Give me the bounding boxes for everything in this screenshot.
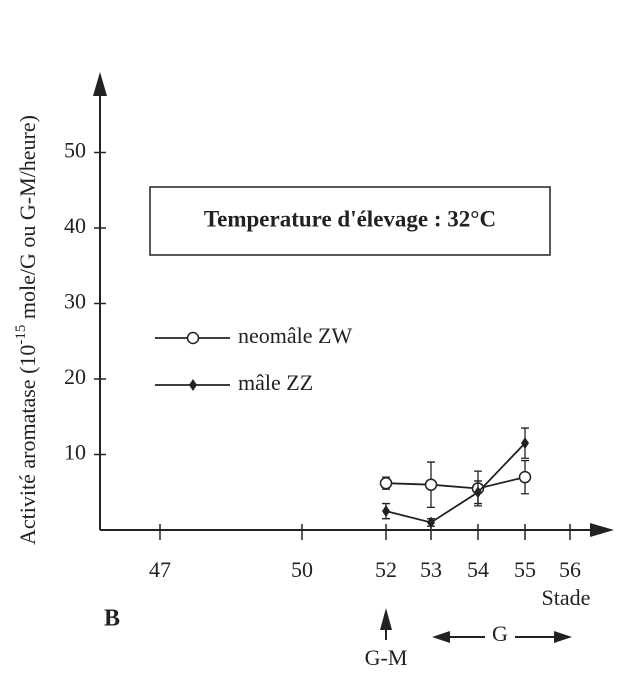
y-tick-label: 10: [64, 440, 86, 465]
data-point: [379, 476, 393, 490]
panel-label: B: [104, 606, 120, 632]
annotation-box: [149, 186, 551, 256]
x-tick-label: 56: [559, 557, 581, 582]
g-arrow-head-left: [432, 631, 450, 643]
data-point: [474, 486, 482, 499]
g-arrow-head-right: [554, 631, 572, 643]
series-line: [385, 476, 526, 490]
y-label: Activité aromatase (10-15 mole/G ou G-M/…: [13, 115, 40, 545]
legend-marker: [189, 379, 197, 391]
data-point: [518, 470, 532, 484]
y-tick-label: 30: [64, 289, 86, 314]
legend-label: neomâle ZW: [238, 323, 352, 348]
gm-arrow-head: [380, 608, 392, 630]
x-tick-label: 54: [467, 557, 489, 582]
annotation: Temperature d'élevage : 32°C: [204, 206, 496, 231]
series-line: [385, 442, 526, 524]
y-tick-label: 20: [64, 364, 86, 389]
data-point: [521, 437, 529, 450]
y-tick-label: 40: [64, 213, 86, 238]
x-tick-label: 55: [514, 557, 536, 582]
x-arrow: [590, 523, 614, 537]
legend-label: mâle ZZ: [238, 370, 313, 395]
y-label-rest: mole/G ou G-M/heure): [15, 115, 40, 325]
g-label: G: [492, 621, 508, 646]
y-tick-label: 50: [64, 138, 86, 163]
x-tick-label: 53: [420, 557, 442, 582]
data-point: [382, 505, 390, 518]
y-arrow: [93, 72, 107, 96]
legend-marker: [186, 331, 200, 345]
x-tick-label: 52: [375, 557, 397, 582]
y-label-sup: -15: [13, 325, 29, 345]
y-label-part: Activité aromatase (10: [15, 345, 40, 545]
x-tick-label: 47: [149, 557, 171, 582]
data-point: [427, 516, 435, 529]
gm-label: G-M: [365, 645, 408, 670]
x-label: Stade: [542, 585, 591, 610]
x-tick-label: 50: [291, 557, 313, 582]
data-point: [424, 478, 438, 491]
